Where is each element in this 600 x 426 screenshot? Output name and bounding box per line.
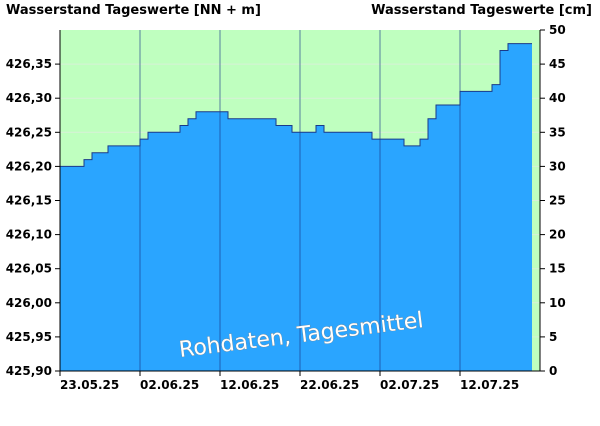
- y-axis-right-ticks: 0 5 10 15 20 25 30 35 40 45 50: [540, 23, 566, 378]
- y-left-tick-label: 426,20: [6, 159, 52, 173]
- x-tick-label: 02.06.25: [140, 378, 199, 392]
- y-right-tick-label: 45: [549, 57, 566, 71]
- y-right-tick-label: 40: [549, 91, 566, 105]
- y-left-tick-label: 425,90: [6, 364, 52, 378]
- vertical-gridlines: [139, 30, 461, 371]
- y-left-tick-label: 426,05: [6, 262, 52, 276]
- y-right-tick-label: 15: [549, 262, 566, 276]
- y-axis-left-ticks: 425,90 425,95 426,00 426,05 426,10 426,15 426,…: [6, 57, 60, 378]
- y-right-tick-label: 35: [549, 125, 566, 139]
- y-axis-right-title: Wasserstand Tageswerte [cm]: [371, 3, 592, 18]
- series-area: [60, 43, 532, 371]
- y-right-tick-label: 0: [549, 364, 557, 378]
- y-right-tick-label: 25: [549, 194, 566, 208]
- y-left-tick-label: 426,35: [6, 57, 52, 71]
- y-left-tick-label: 426,00: [6, 296, 52, 310]
- y-left-tick-label: 425,95: [6, 330, 52, 344]
- y-left-tick-label: 426,10: [6, 228, 52, 242]
- y-right-tick-label: 5: [549, 330, 557, 344]
- y-right-tick-label: 20: [549, 228, 566, 242]
- y-right-tick-label: 30: [549, 159, 566, 173]
- x-tick-label: 22.06.25: [300, 378, 359, 392]
- y-right-tick-label: 50: [549, 23, 566, 37]
- y-axis-left-title: Wasserstand Tageswerte [NN + m]: [6, 3, 261, 18]
- x-tick-label: 23.05.25: [60, 378, 119, 392]
- y-left-tick-label: 426,25: [6, 125, 52, 139]
- y-right-tick-label: 10: [549, 296, 566, 310]
- x-axis-ticks: 23.05.25 02.06.25 12.06.25 22.06.25 02.07.25…: [59, 371, 519, 392]
- y-left-tick-label: 426,30: [6, 91, 52, 105]
- x-tick-label: 12.07.25: [460, 378, 519, 392]
- x-tick-label: 02.07.25: [380, 378, 439, 392]
- y-left-tick-label: 426,15: [6, 194, 52, 208]
- x-tick-label: 12.06.25: [220, 378, 279, 392]
